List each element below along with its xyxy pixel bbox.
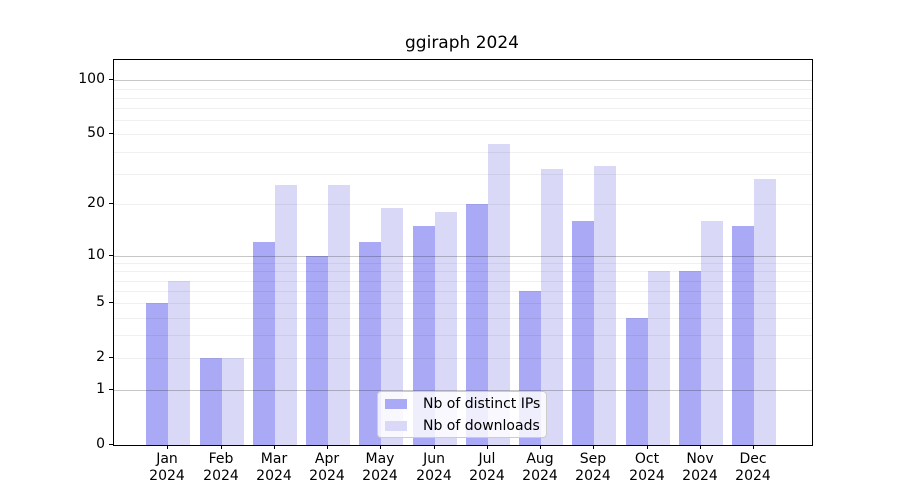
x-tick-label-nov: Nov 2024 [682,451,718,484]
gridline-y90 [114,89,812,90]
gridline-y60 [114,120,812,121]
x-tick-dec [753,445,754,449]
bar-downloads-feb [221,358,244,445]
y-tick-5 [109,302,113,303]
bar-ips-jan [146,303,169,445]
gridline-y2 [114,358,812,359]
y-tick-10 [109,255,113,256]
x-tick-label-mar: Mar 2024 [256,451,292,484]
x-tick-label-aug: Aug 2024 [522,451,558,484]
gridline-y4 [114,318,812,319]
gridline-y40 [114,152,812,153]
bar-downloads-jun [434,212,457,445]
gridline-y80 [114,98,812,99]
bar-ips-oct [625,317,648,445]
bar-ips-sep [572,221,595,445]
gridline-y8 [114,271,812,272]
gridline-y3 [114,335,812,336]
legend-swatch-ips [385,398,407,409]
x-tick-label-feb: Feb 2024 [203,451,239,484]
x-tick-mar [274,445,275,449]
bar-downloads-mar [274,184,297,445]
x-tick-aug [540,445,541,449]
bar-downloads-dec [754,178,777,445]
bar-ips-apr [306,255,329,445]
bar-ips-may [359,242,382,445]
legend-label-ips: Nb of distinct IPs [423,395,541,412]
bar-downloads-nov [701,221,723,445]
y-tick-label-100: 100 [78,71,105,87]
gridline-y100 [114,80,812,81]
x-tick-nov [700,445,701,449]
x-tick-label-jan: Jan 2024 [149,451,185,484]
x-tick-label-jun: Jun 2024 [416,451,452,484]
gridline-y7 [114,281,812,282]
x-tick-jun [434,445,435,449]
gridline-y30 [114,174,812,175]
gridline-y70 [114,108,812,109]
y-tick-100 [109,79,113,80]
y-tick-label-50: 50 [87,125,105,141]
x-tick-sep [593,445,594,449]
gridline-y20 [114,204,812,205]
gridline-y9 [114,263,812,264]
x-tick-may [380,445,381,449]
bar-downloads-aug [541,168,564,445]
bar-downloads-oct [647,271,670,445]
bar-downloads-jul [487,144,510,445]
x-tick-feb [221,445,222,449]
legend-label-downloads: Nb of downloads [423,417,540,434]
gridline-y5 [114,303,812,304]
gridline-y6 [114,291,812,292]
plot-area [113,59,813,446]
x-tick-label-oct: Oct 2024 [629,451,665,484]
chart-title: ggiraph 2024 [405,33,519,53]
bar-ips-dec [732,225,755,445]
y-tick-label-2: 2 [96,349,105,365]
y-tick-label-1: 1 [96,381,105,397]
y-tick-label-5: 5 [96,294,105,310]
legend-item-distinct-ips: Nb of distinct IPs [378,395,546,413]
gridline-y1 [114,390,812,391]
bar-ips-nov [679,271,701,445]
x-tick-label-sep: Sep 2024 [575,451,611,484]
x-tick-label-may: May 2024 [362,451,398,484]
x-tick-label-dec: Dec 2024 [735,451,771,484]
bar-ips-jul [465,204,488,445]
legend-swatch-downloads [385,420,407,431]
x-tick-apr [327,445,328,449]
legend-item-downloads: Nb of downloads [378,417,546,435]
x-tick-jul [487,445,488,449]
y-tick-2 [109,357,113,358]
x-tick-jan [167,445,168,449]
bar-downloads-jan [168,280,191,445]
x-tick-oct [647,445,648,449]
x-tick-label-apr: Apr 2024 [309,451,345,484]
bar-downloads-apr [328,184,351,445]
bar-ips-mar [252,242,275,445]
y-tick-label-0: 0 [96,436,105,452]
y-tick-20 [109,203,113,204]
gridline-y50 [114,134,812,135]
gridline-y10 [114,256,812,257]
x-tick-label-jul: Jul 2024 [469,451,505,484]
y-tick-0 [109,444,113,445]
y-tick-label-10: 10 [87,247,105,263]
bar-downloads-may [381,208,404,445]
y-tick-1 [109,389,113,390]
legend: Nb of distinct IPs Nb of downloads [377,391,547,438]
bar-ips-jun [412,225,435,445]
bar-downloads-sep [594,166,617,445]
y-tick-50 [109,133,113,134]
y-tick-label-20: 20 [87,195,105,211]
bar-ips-feb [199,358,222,445]
